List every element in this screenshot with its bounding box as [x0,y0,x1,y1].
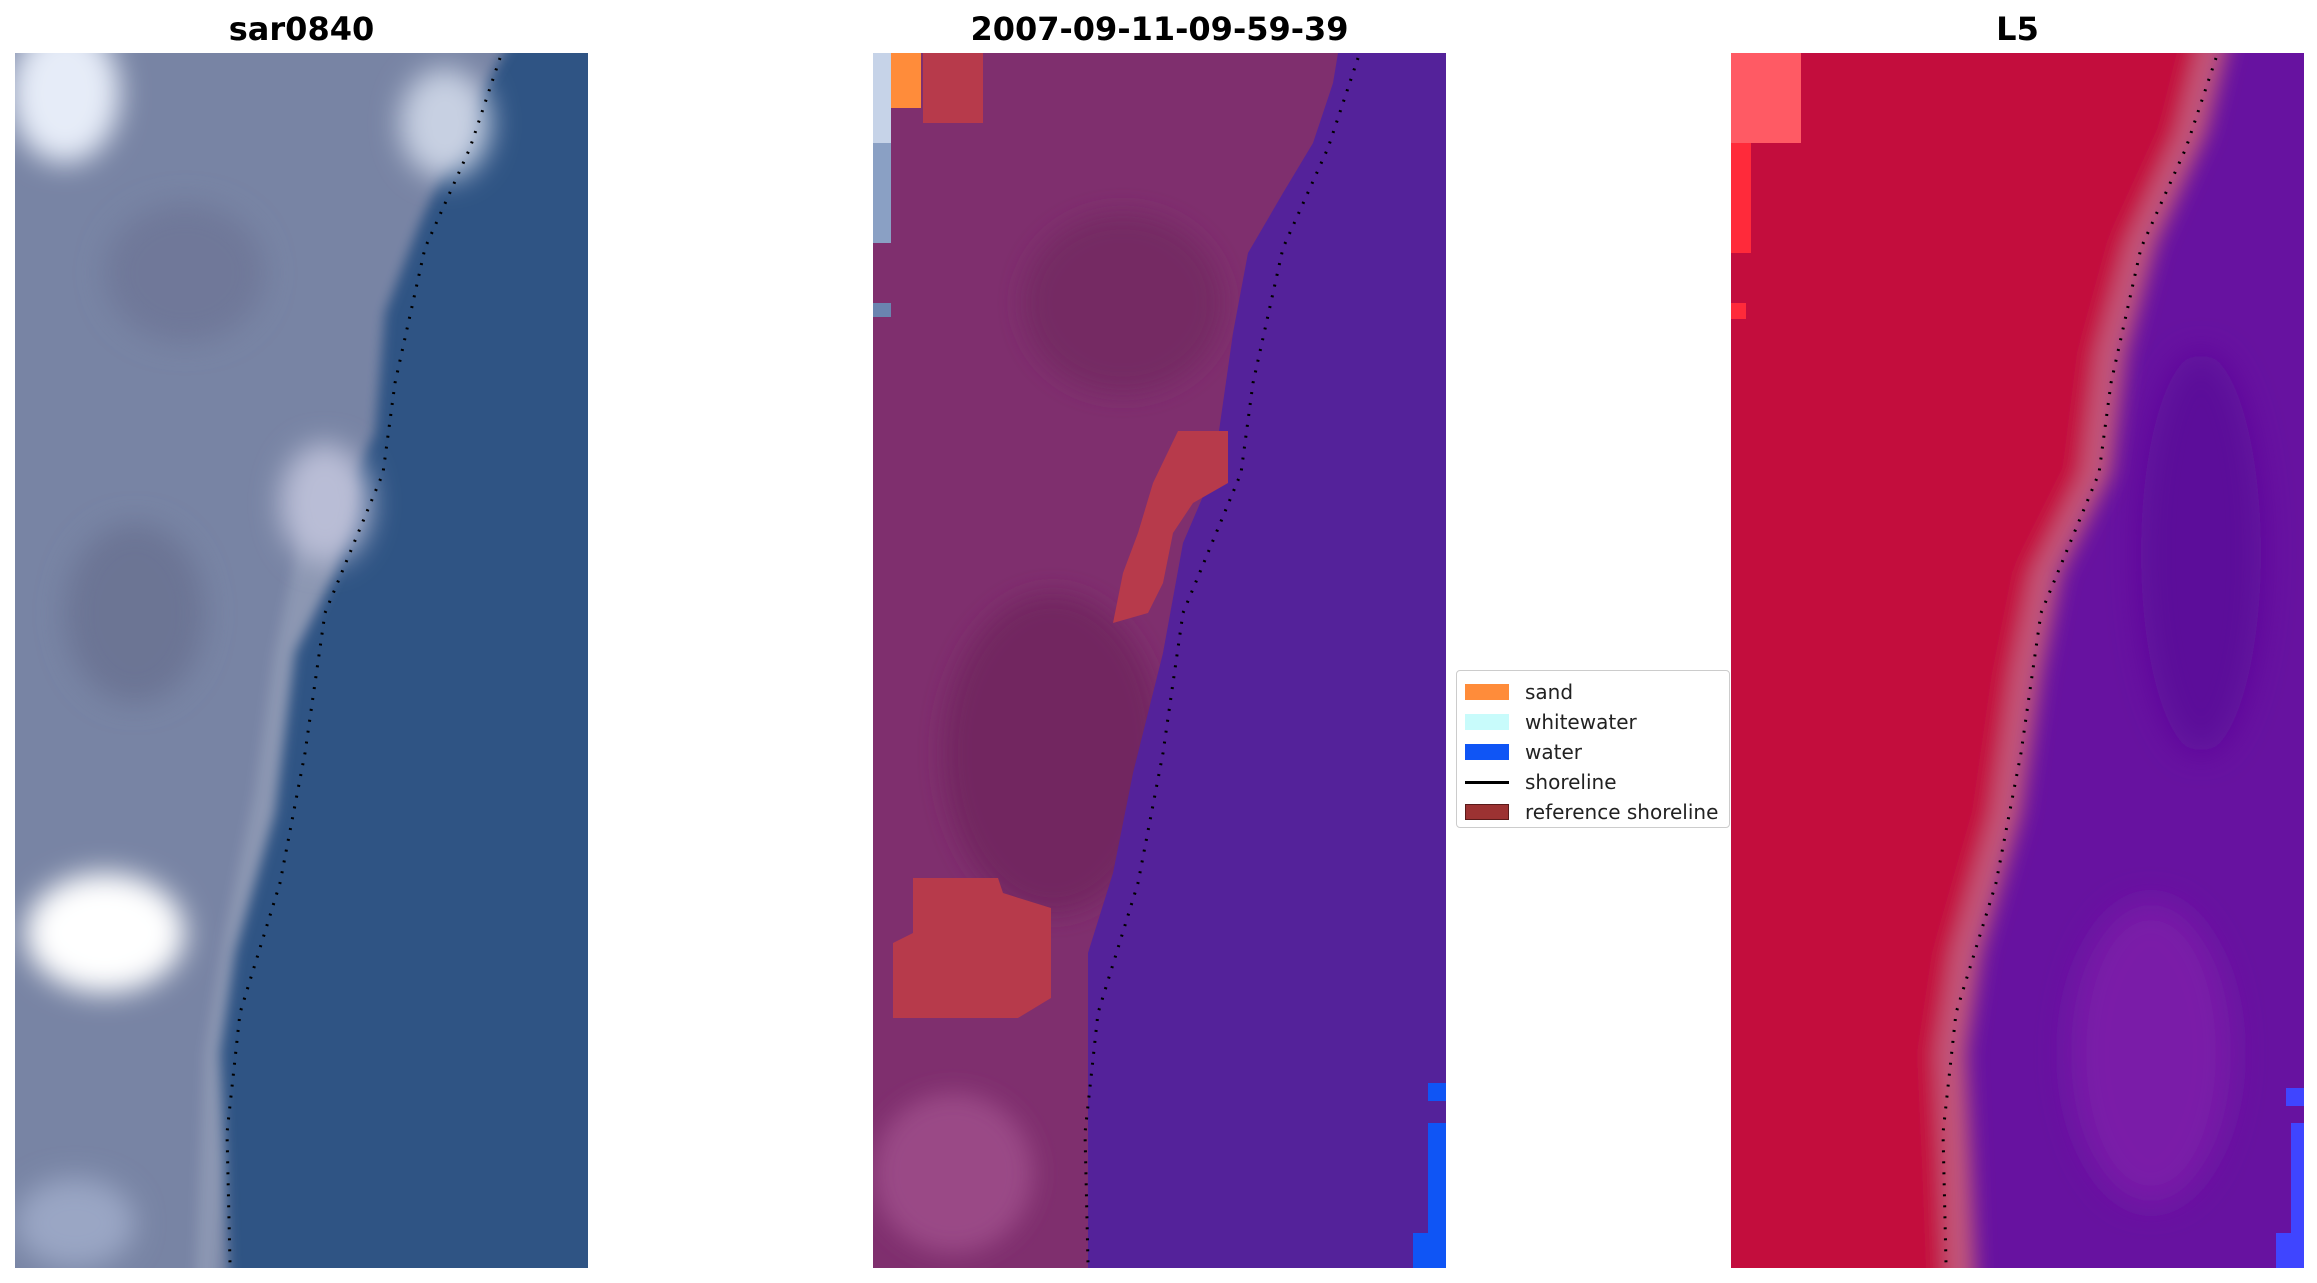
rgb-image-panel [15,53,588,1268]
reference-shoreline-swatch [1465,804,1509,820]
legend-label: water [1525,740,1582,764]
whitewater-swatch [1465,714,1509,730]
legend-label: reference shoreline [1525,800,1719,824]
legend-item-water: water [1465,737,1721,767]
legend-item-reference-shoreline: reference shoreline [1465,797,1721,827]
legend-label: sand [1525,680,1574,704]
legend: sand whitewater water shoreline referenc… [1456,670,1730,828]
shoreline-swatch [1465,780,1509,784]
sand-swatch [1465,684,1509,700]
shoreline-line [225,57,502,1264]
legend-label: shoreline [1525,770,1617,794]
legend-item-shoreline: shoreline [1465,767,1721,797]
water-swatch [1465,744,1509,760]
legend-item-sand: sand [1465,677,1721,707]
index-image [1731,53,2304,1268]
index-image-panel [1731,53,2304,1268]
legend-label: whitewater [1525,710,1637,734]
classified-image [873,53,1446,1268]
legend-item-whitewater: whitewater [1465,707,1721,737]
shoreline-line [1083,57,1360,1264]
panel-title-index: L5 [1996,10,2039,48]
classified-image-panel [873,53,1446,1268]
shoreline-line [1941,57,2218,1264]
panel-title-rgb: sar0840 [228,10,375,48]
panel-title-classified: 2007-09-11-09-59-39 [970,10,1349,48]
rgb-image [15,53,588,1268]
